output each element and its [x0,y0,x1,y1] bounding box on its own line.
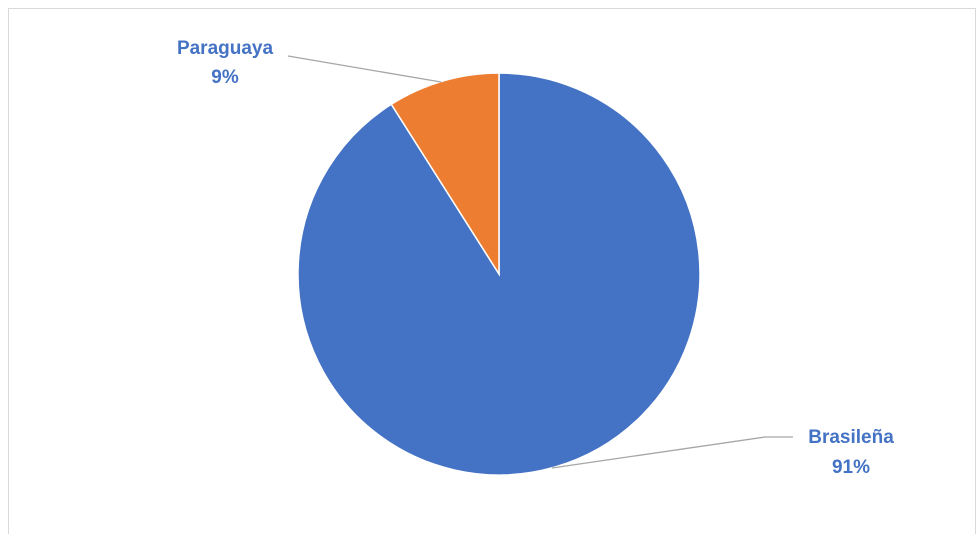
data-labels: Paraguaya 9% Brasileña 91% [177,38,894,478]
leader-lines [287,55,793,469]
data-label-paraguaya-category: Paraguaya [177,38,274,59]
pie-slice-paraguaya [390,72,500,277]
data-label-brasilena-category: Brasileña [808,427,894,448]
data-label-brasilena-value: 91% [832,457,870,478]
leader-line-brasilena [551,436,793,469]
data-label-paraguaya-value: 9% [211,67,239,88]
leader-line-paraguaya [287,55,442,83]
pie-slices [297,72,701,476]
